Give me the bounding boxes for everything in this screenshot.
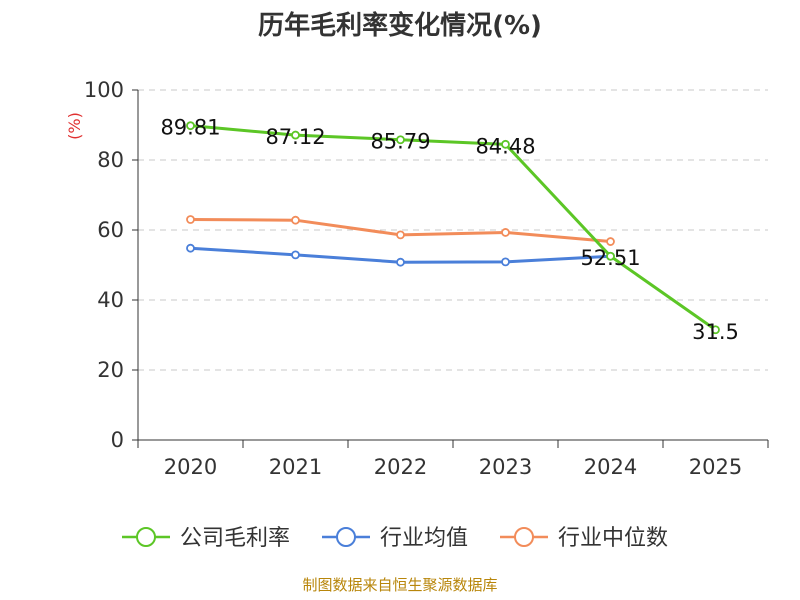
x-tick-label: 2021 bbox=[269, 455, 322, 479]
x-tick-label: 2025 bbox=[689, 455, 742, 479]
data-label: 85.79 bbox=[370, 130, 430, 154]
data-point bbox=[186, 215, 195, 224]
y-tick-label: 20 bbox=[97, 358, 124, 382]
series-line-0 bbox=[190, 124, 717, 331]
data-point bbox=[396, 257, 405, 267]
legend-marker-icon bbox=[514, 527, 534, 547]
series-lines bbox=[186, 121, 720, 335]
data-point bbox=[186, 243, 195, 253]
data-label: 52.51 bbox=[580, 246, 640, 270]
data-point bbox=[396, 135, 405, 145]
legend-marker-icon bbox=[136, 527, 156, 547]
x-tick-label: 2024 bbox=[584, 455, 637, 479]
data-point bbox=[186, 121, 195, 131]
legend: 公司毛利率 行业均值 行业中位数 bbox=[122, 526, 668, 551]
data-point bbox=[606, 237, 615, 246]
data-labels: 89.81 87.12 85.79 84.48 52.51 31.5 bbox=[160, 116, 738, 344]
y-tick-label: 100 bbox=[84, 78, 124, 102]
grid-lines bbox=[138, 89, 768, 371]
y-tick-label: 60 bbox=[97, 218, 124, 242]
data-point bbox=[606, 251, 615, 261]
data-point bbox=[291, 130, 300, 140]
data-point bbox=[501, 257, 510, 267]
x-tick-label: 2023 bbox=[479, 455, 532, 479]
legend-label: 行业均值 bbox=[380, 526, 468, 551]
legend-marker-icon bbox=[336, 527, 356, 547]
data-label: 84.48 bbox=[475, 134, 535, 158]
data-label: 31.5 bbox=[692, 320, 739, 344]
y-tick-label: 80 bbox=[97, 148, 124, 172]
data-point bbox=[501, 139, 510, 149]
source-note: 制图数据来自恒生聚源数据库 bbox=[302, 576, 497, 594]
data-label: 87.12 bbox=[265, 125, 325, 149]
data-point bbox=[501, 228, 510, 237]
x-tick-label: 2020 bbox=[164, 455, 217, 479]
y-tick-label: 0 bbox=[111, 428, 124, 452]
x-tick-label: 2022 bbox=[374, 455, 427, 479]
y-axis-label: (%) bbox=[65, 112, 84, 140]
axes: 0 20 40 60 80 100 2020 2021 2022 2023 2024 2025 bbox=[84, 78, 769, 479]
data-point bbox=[291, 250, 300, 260]
data-point bbox=[711, 325, 720, 335]
legend-label: 行业中位数 bbox=[558, 526, 668, 551]
data-point bbox=[396, 230, 405, 240]
y-tick-label: 40 bbox=[97, 288, 124, 312]
data-point bbox=[291, 215, 300, 225]
chart-title: 历年毛利率变化情况(%) bbox=[258, 10, 542, 41]
legend-label: 公司毛利率 bbox=[180, 526, 290, 551]
data-label: 89.81 bbox=[160, 116, 220, 140]
